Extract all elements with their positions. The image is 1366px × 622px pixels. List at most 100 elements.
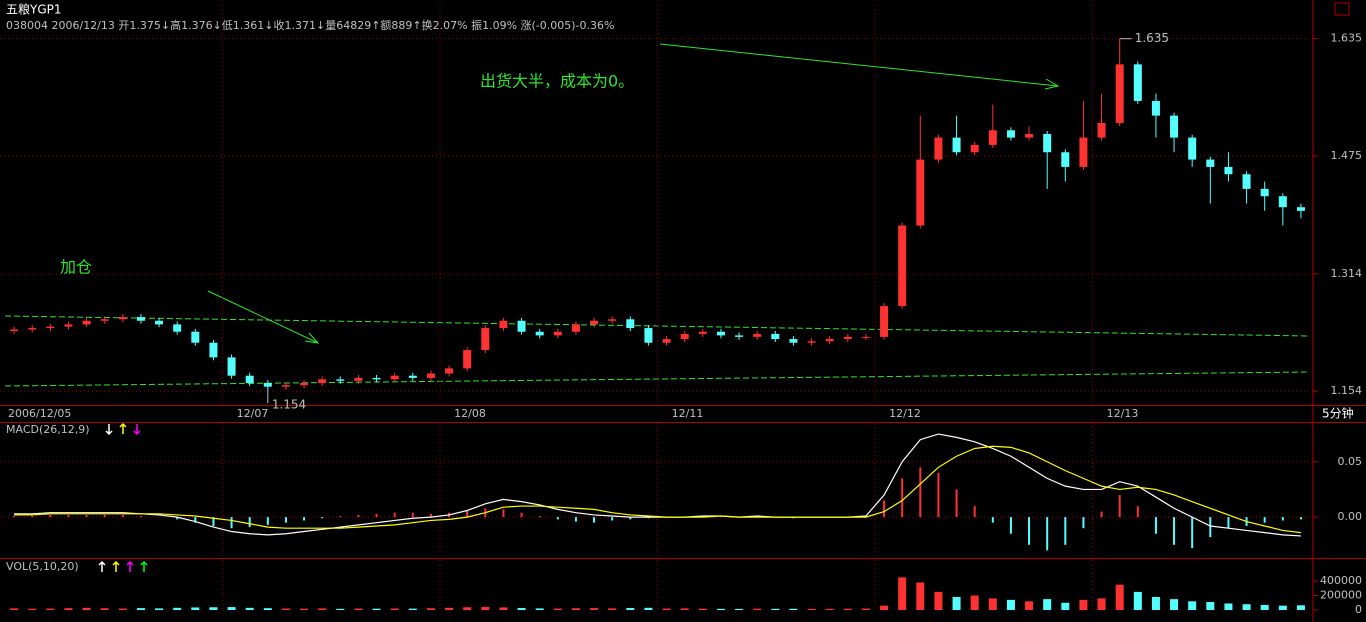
volume-bar — [118, 608, 127, 610]
volume-bar — [590, 608, 599, 610]
x-tick-label: 12/08 — [454, 407, 486, 420]
icon — [98, 560, 106, 572]
y-tick-label: 1.475 — [1331, 149, 1363, 162]
candle-body — [245, 375, 254, 384]
candle-body — [372, 377, 381, 380]
candle-body — [445, 368, 454, 374]
candle-body — [1025, 133, 1034, 138]
candle-body — [318, 379, 327, 384]
volume-bar — [753, 608, 762, 610]
candle-body — [100, 319, 109, 321]
window-icon[interactable] — [1334, 2, 1350, 16]
candle-body — [626, 319, 635, 329]
candle-body — [753, 333, 762, 337]
volume-bar — [535, 608, 544, 610]
arrow — [207, 290, 319, 344]
volume-bar — [281, 608, 290, 610]
x-tick-label: 12/13 — [1107, 407, 1139, 420]
candle-body — [1242, 174, 1251, 189]
volume-bar — [445, 607, 454, 610]
y-tick-label: 1.154 — [1331, 384, 1363, 397]
x-tick-label: 2006/12/05 — [8, 407, 71, 420]
indicator-icons — [98, 422, 148, 572]
candle-body — [136, 317, 145, 321]
candle-body — [771, 333, 780, 340]
volume-bar — [372, 608, 381, 610]
candle-body — [898, 225, 907, 307]
candle-body — [608, 319, 617, 321]
candle-body — [191, 331, 200, 343]
macd-line — [14, 445, 1302, 534]
y-tick-label: 1.635 — [1331, 32, 1363, 45]
candle-body — [553, 331, 562, 336]
max-label: 1.635 — [1135, 31, 1169, 45]
period-label: 5分钟 — [1322, 406, 1354, 421]
arrow-head — [304, 332, 320, 344]
volume-bar — [517, 607, 526, 610]
quote-line: 038004 2006/12/13 开1.375↓高1.376↓低1.361↓收… — [6, 18, 614, 32]
volume-bar — [662, 608, 671, 610]
chart-title: 五粮YGP1 — [6, 2, 62, 17]
volume-bar — [916, 582, 925, 610]
candle-body — [426, 373, 435, 378]
y-tick-label: 0.05 — [1338, 455, 1363, 468]
volume-bar — [1115, 584, 1124, 610]
panel-title: VOL(5,10,20) — [6, 560, 79, 573]
candle-body — [880, 306, 889, 337]
volume-bar — [209, 607, 218, 610]
volume-bar — [1224, 603, 1233, 610]
volume-bar — [898, 577, 907, 610]
volume-bar — [553, 608, 562, 610]
volume-bar — [173, 607, 182, 610]
candle-body — [843, 336, 852, 340]
volume-bar — [626, 607, 635, 610]
min-label: 1.154 — [272, 398, 306, 412]
candle-body — [1006, 130, 1015, 138]
volume-bar — [608, 608, 617, 610]
volume-bar — [988, 598, 997, 610]
icon — [126, 560, 134, 572]
candle-body — [281, 385, 290, 387]
candle-body — [825, 339, 834, 342]
candle-body — [571, 324, 580, 332]
volume-bar — [1133, 591, 1142, 610]
candle-body — [698, 331, 707, 334]
icon — [140, 560, 148, 572]
channel-line — [4, 371, 1311, 387]
volume-bar — [1097, 598, 1106, 610]
candle-body — [46, 326, 55, 329]
candle-body — [118, 317, 127, 320]
icon — [105, 424, 113, 436]
candle-body — [1206, 159, 1215, 167]
arrow-head — [1044, 78, 1060, 90]
candle-body — [716, 331, 725, 336]
candle-body — [173, 324, 182, 332]
candle-body — [789, 339, 798, 343]
volume-bar — [934, 591, 943, 610]
candle-body — [517, 320, 526, 332]
volume-bar — [426, 608, 435, 610]
volume-bar — [10, 608, 19, 610]
volume-bar — [1206, 602, 1215, 610]
volume-bar — [1188, 601, 1197, 610]
candle-body — [463, 350, 472, 369]
candle-body — [263, 383, 272, 387]
candle-body — [1043, 133, 1052, 153]
candle-body — [28, 328, 37, 330]
y-tick-label: 400000 — [1320, 574, 1362, 587]
candle-body — [1061, 152, 1070, 167]
candle-body — [1260, 188, 1269, 197]
candle-body — [1188, 137, 1197, 160]
volume-bar — [318, 608, 327, 610]
candle-body — [1097, 122, 1106, 138]
volume-bar — [843, 608, 852, 610]
candle-body — [390, 375, 399, 380]
candle-body — [1278, 196, 1287, 208]
volume-bar — [825, 608, 834, 610]
volume-bar — [789, 608, 798, 610]
candle-body — [735, 335, 744, 337]
macd-line — [14, 433, 1301, 537]
volume-bar — [336, 608, 345, 610]
